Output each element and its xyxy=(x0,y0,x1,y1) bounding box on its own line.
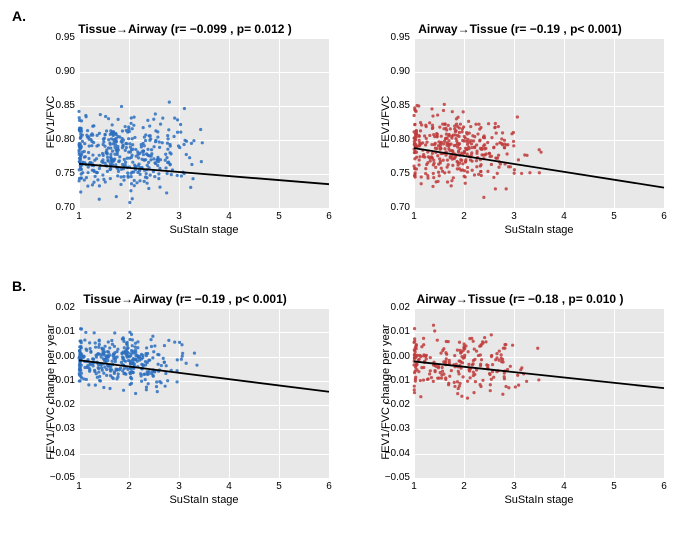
y-tick: 0.02 xyxy=(372,302,410,313)
y-tick: 0.90 xyxy=(37,66,75,77)
y-tick: 0.95 xyxy=(37,32,75,43)
x-tick: 4 xyxy=(214,211,244,222)
x-axis-label: SuStaIn stage xyxy=(79,224,329,236)
figure: A. Tissue→Airway (r= −0.099 , p= 0.012 )… xyxy=(0,0,690,551)
y-tick: −0.01 xyxy=(37,375,75,386)
y-tick: 0.90 xyxy=(372,66,410,77)
x-tick: 5 xyxy=(264,211,294,222)
x-tick: 2 xyxy=(114,481,144,492)
panel-title: Tissue→Airway (r= −0.19 , p< 0.001) xyxy=(35,292,335,306)
y-tick: 0.75 xyxy=(372,168,410,179)
y-tick: 0.95 xyxy=(372,32,410,43)
y-tick: −0.04 xyxy=(372,448,410,459)
scatter-plot xyxy=(79,38,329,208)
x-tick: 4 xyxy=(549,211,579,222)
y-tick: −0.03 xyxy=(372,423,410,434)
x-tick: 5 xyxy=(599,481,629,492)
y-tick: −0.04 xyxy=(37,448,75,459)
y-tick: 0.75 xyxy=(37,168,75,179)
plot-area: 123456−0.05−0.04−0.03−0.02−0.010.000.010… xyxy=(79,308,329,478)
plot-area: 1234560.700.750.800.850.900.95 xyxy=(414,38,664,208)
y-tick: −0.02 xyxy=(372,399,410,410)
y-tick: −0.01 xyxy=(372,375,410,386)
panel-a-left: Tissue→Airway (r= −0.099 , p= 0.012 ) FE… xyxy=(35,22,335,242)
panel-title: Tissue→Airway (r= −0.099 , p= 0.012 ) xyxy=(35,22,335,36)
y-tick: −0.05 xyxy=(37,472,75,483)
scatter-plot xyxy=(414,308,664,478)
panel-a-right: Airway→Tissue (r= −0.19 , p< 0.001) FEV1… xyxy=(370,22,670,242)
x-tick: 3 xyxy=(164,211,194,222)
x-tick: 2 xyxy=(114,211,144,222)
x-tick: 6 xyxy=(649,481,679,492)
x-axis-label: SuStaIn stage xyxy=(79,494,329,506)
y-tick: 0.01 xyxy=(372,326,410,337)
y-tick: 0.70 xyxy=(372,202,410,213)
y-axis-label: FEV1/FVC xyxy=(380,37,392,207)
y-axis-label: FEV1/FVC xyxy=(45,37,57,207)
y-tick: 0.00 xyxy=(372,351,410,362)
y-tick: 0.02 xyxy=(37,302,75,313)
plot-area: 123456−0.05−0.04−0.03−0.02−0.010.000.010… xyxy=(414,308,664,478)
y-tick: 0.85 xyxy=(372,100,410,111)
x-tick: 5 xyxy=(599,211,629,222)
x-axis-label: SuStaIn stage xyxy=(414,494,664,506)
x-tick: 3 xyxy=(499,211,529,222)
panel-b-left: Tissue→Airway (r= −0.19 , p< 0.001) FEV1… xyxy=(35,292,335,512)
x-tick: 5 xyxy=(264,481,294,492)
row-label-a: A. xyxy=(12,8,26,24)
row-label-b: B. xyxy=(12,278,26,294)
x-axis-label: SuStaIn stage xyxy=(414,224,664,236)
scatter-plot xyxy=(79,308,329,478)
x-tick: 3 xyxy=(499,481,529,492)
y-tick: 0.00 xyxy=(37,351,75,362)
x-tick: 3 xyxy=(164,481,194,492)
x-tick: 6 xyxy=(314,211,344,222)
y-tick: −0.03 xyxy=(37,423,75,434)
x-tick: 2 xyxy=(449,211,479,222)
panel-title: Airway→Tissue (r= −0.18 , p= 0.010 ) xyxy=(370,292,670,306)
y-tick: 0.85 xyxy=(37,100,75,111)
plot-area: 1234560.700.750.800.850.900.95 xyxy=(79,38,329,208)
panel-title: Airway→Tissue (r= −0.19 , p< 0.001) xyxy=(370,22,670,36)
y-tick: 0.80 xyxy=(372,134,410,145)
y-tick: 0.70 xyxy=(37,202,75,213)
x-tick: 4 xyxy=(549,481,579,492)
x-tick: 2 xyxy=(449,481,479,492)
scatter-plot xyxy=(414,38,664,208)
y-tick: 0.80 xyxy=(37,134,75,145)
x-tick: 6 xyxy=(649,211,679,222)
y-tick: 0.01 xyxy=(37,326,75,337)
y-tick: −0.05 xyxy=(372,472,410,483)
panel-b-right: Airway→Tissue (r= −0.18 , p= 0.010 ) FEV… xyxy=(370,292,670,512)
y-tick: −0.02 xyxy=(37,399,75,410)
x-tick: 4 xyxy=(214,481,244,492)
x-tick: 6 xyxy=(314,481,344,492)
